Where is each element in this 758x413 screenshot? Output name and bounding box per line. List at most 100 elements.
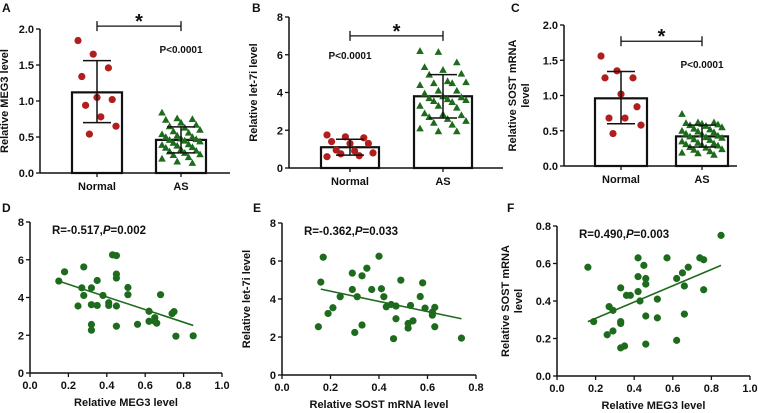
y-tick-label: 0.0: [536, 371, 551, 383]
x-tick-label: 0.0: [274, 382, 289, 394]
y-tick-label: 8: [18, 217, 24, 229]
data-point: [377, 285, 386, 293]
data-point: [443, 95, 452, 103]
data-point: [173, 141, 181, 149]
y-tick-label: 0: [270, 370, 276, 382]
panel-d: D 0 2 4 6 8 Relative let-7i level 0.0 0.2 0.4 0.6 0…: [0, 201, 230, 409]
data-point: [78, 72, 86, 81]
data-point: [409, 317, 417, 325]
data-point: [457, 334, 466, 342]
y-tick-label: 2: [270, 332, 276, 344]
data-point: [364, 139, 372, 148]
data-point: [112, 274, 120, 282]
data-point: [363, 264, 371, 272]
data-point: [686, 132, 694, 140]
y-tick-label: 2.0: [543, 20, 558, 32]
data-point: [434, 101, 443, 109]
data-point: [170, 308, 178, 316]
data-point: [694, 118, 702, 126]
data-point: [60, 268, 69, 276]
y-axis-label: Relative let-7i level: [248, 43, 260, 141]
data-point: [112, 322, 120, 330]
data-point: [617, 284, 625, 292]
y-tick-label: 8: [277, 12, 283, 24]
data-point: [673, 274, 681, 283]
panel-b: B 0 2 4 6 8 Relative let-7i level Normal AS * P<0.…: [248, 1, 503, 188]
data-point: [710, 118, 718, 126]
r-value: R=-0.517,: [52, 225, 103, 237]
data-point: [420, 89, 429, 97]
x-tick-label: 0.2: [588, 383, 603, 395]
y-tick-label: 6: [18, 255, 24, 267]
p-value: =0.003: [634, 229, 670, 241]
x-tick-label: 0.2: [61, 380, 76, 392]
data-point: [169, 151, 178, 158]
y-tick-label: 2: [277, 125, 283, 137]
data-point: [87, 301, 96, 309]
data-point: [663, 254, 671, 262]
data-point: [184, 153, 193, 161]
data-point: [419, 279, 427, 287]
data-point: [112, 302, 120, 310]
data-point: [700, 286, 708, 294]
data-point: [678, 137, 686, 145]
panel-f: F 0.0 0.2 0.4 0.6 0.8 Relative SOST mRNAlevel 0…: [500, 201, 758, 412]
data-point: [597, 52, 605, 60]
data-point: [430, 97, 438, 104]
y-axis-label: Relative SOST mRNAlevel: [507, 40, 532, 152]
data-point: [397, 276, 405, 284]
x-tick-label: 1.0: [742, 383, 757, 395]
y-tick-label: 0.0: [543, 161, 558, 173]
regression-line: [587, 264, 722, 323]
p-value-text: P<0.0001: [159, 45, 203, 56]
data-point: [80, 291, 88, 300]
data-point: [93, 276, 101, 285]
y-tick-label: 2.0: [19, 24, 34, 36]
data-point: [453, 58, 461, 66]
data-point: [642, 312, 650, 320]
x-axis-label: Relative SOST mRNA level: [310, 399, 449, 411]
y-tick-label: 0.0: [19, 168, 34, 180]
data-point: [706, 136, 714, 143]
data-point: [634, 254, 642, 262]
data-point: [192, 146, 200, 154]
y-tick-label: 0.5: [543, 126, 558, 138]
category-label: AS: [435, 176, 450, 188]
data-point: [640, 261, 648, 269]
data-point: [165, 136, 174, 143]
data-point: [682, 119, 690, 126]
data-point: [457, 93, 466, 101]
y-axis-label: Relative let-7i level: [241, 250, 253, 348]
data-point: [609, 129, 617, 138]
data-point: [637, 121, 645, 129]
data-point: [717, 231, 725, 239]
data-point: [348, 285, 356, 294]
data-point: [694, 127, 702, 135]
data-point: [323, 131, 331, 139]
y-axis-label-line: Relative MEG3 level: [0, 49, 11, 153]
data-point: [642, 280, 650, 288]
data-point: [336, 293, 344, 301]
data-point: [439, 66, 447, 73]
correlation-annotation: R=-0.517,P=0.002: [52, 225, 146, 237]
data-point: [89, 50, 97, 58]
data-point: [153, 319, 161, 327]
data-point: [694, 149, 702, 157]
category-label: Normal: [78, 181, 116, 193]
data-point: [718, 145, 726, 153]
data-point: [112, 122, 120, 130]
y-tick-label: 0.2: [536, 334, 551, 346]
y-axis-label: Relative MEG3 level: [0, 49, 11, 153]
data-point: [710, 128, 718, 136]
y-axis-label-line: Relative SOST mRNA: [507, 40, 519, 152]
data-point: [626, 291, 634, 299]
data-point: [700, 256, 708, 264]
data-point: [112, 251, 120, 260]
y-axis-label-line: level: [520, 83, 532, 107]
data-point: [324, 309, 332, 318]
y-axis-label-line: Relative SOST mRNA: [500, 245, 512, 357]
data-point: [416, 124, 424, 132]
data-point: [653, 314, 661, 322]
data-point: [706, 125, 714, 133]
